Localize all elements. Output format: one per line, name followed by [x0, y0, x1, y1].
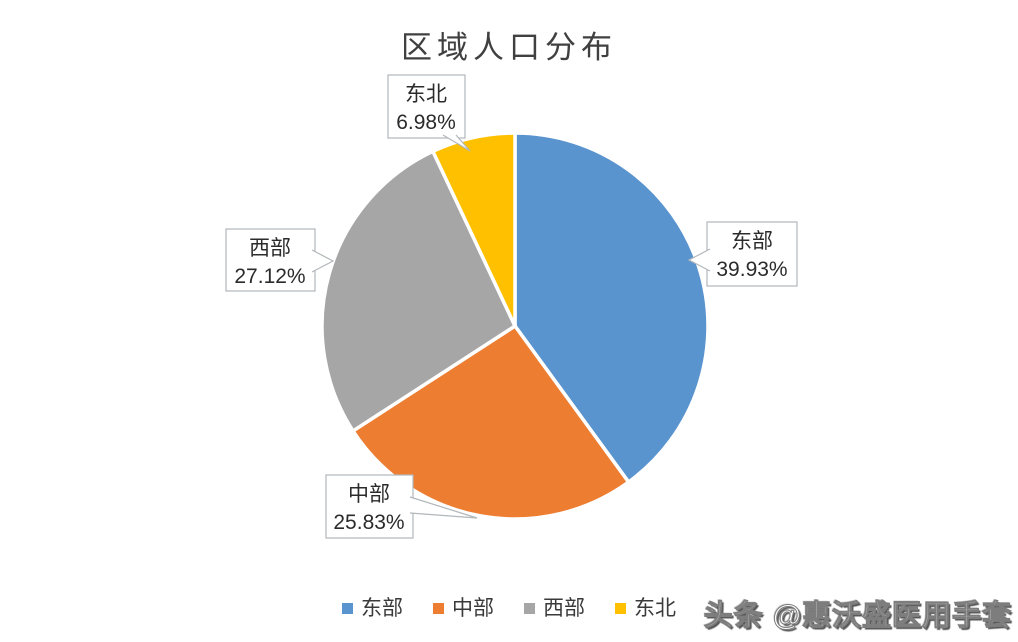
legend-swatch-east — [342, 603, 353, 614]
legend-label-central: 中部 — [452, 597, 494, 620]
legend-label-northeast: 东北 — [634, 597, 676, 620]
data-label-pointer — [311, 249, 335, 273]
data-label-value: 27.12% — [234, 265, 305, 288]
legend-item-west: 西部 — [524, 592, 585, 622]
data-label-box — [706, 221, 798, 287]
data-label-northeast: 东北 6.98% — [387, 74, 471, 152]
data-label-west: 西部 27.12% — [225, 228, 335, 292]
legend-label-west: 西部 — [543, 597, 585, 620]
data-label-name: 西部 — [249, 237, 291, 260]
pie-slices — [320, 131, 710, 521]
data-label-value: 25.83% — [333, 511, 404, 534]
legend: 东部 中部 西部 东北 — [0, 592, 1018, 622]
data-label-name: 东部 — [731, 230, 773, 253]
legend-swatch-northeast — [615, 603, 626, 614]
pie-slice-东北 — [431, 131, 517, 328]
legend-item-central: 中部 — [433, 592, 494, 622]
data-label-east: 东部 39.93% — [687, 221, 798, 287]
pie-slice-东部 — [513, 131, 710, 484]
data-label-box — [225, 228, 316, 292]
data-label-value: 39.93% — [716, 258, 787, 281]
data-label-pointer — [687, 248, 711, 272]
data-label-pointer — [409, 496, 478, 519]
data-label-name: 中部 — [348, 483, 390, 506]
data-label-box — [387, 74, 466, 139]
data-label-pointer — [442, 134, 471, 152]
legend-swatch-west — [524, 603, 535, 614]
data-label-value: 6.98% — [396, 111, 456, 134]
data-label-central: 中部 25.83% — [325, 474, 478, 539]
chart-title: 区域人口分布 — [401, 30, 617, 65]
pie-slice-西部 — [320, 149, 517, 433]
legend-swatch-central — [433, 603, 444, 614]
pie-slice-中部 — [351, 324, 631, 521]
legend-item-northeast: 东北 — [615, 592, 676, 622]
legend-label-east: 东部 — [361, 597, 403, 620]
data-label-name: 东北 — [405, 83, 447, 106]
watermark: 头条 @惠沃盛医用手套 — [703, 600, 1012, 633]
data-label-box — [325, 474, 414, 539]
legend-item-east: 东部 — [342, 592, 403, 622]
